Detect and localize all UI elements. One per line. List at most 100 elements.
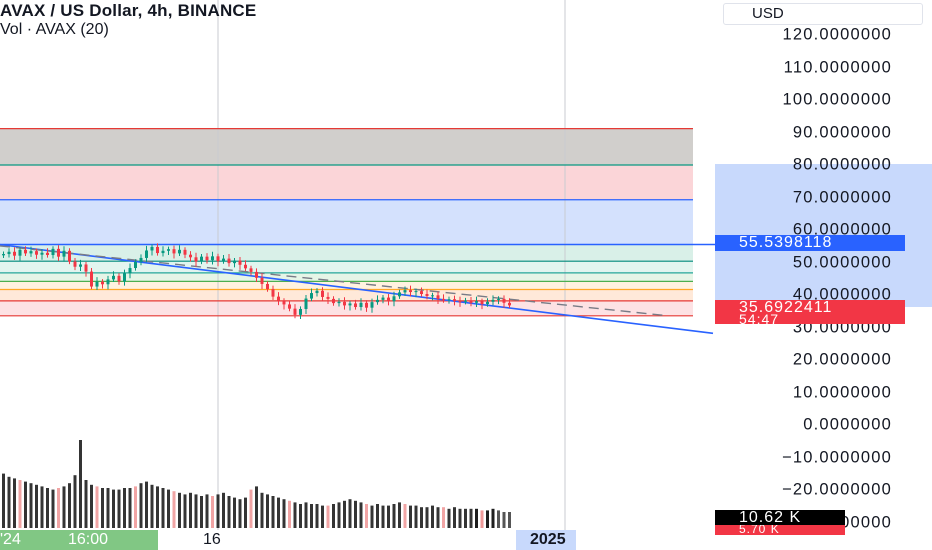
candle-body	[7, 251, 11, 255]
volume-bar	[293, 502, 297, 528]
current-price-value: 35.6922411	[739, 299, 833, 316]
price-scale[interactable]: 120.0000000 110.0000000 100.0000000 90.0000…	[715, 0, 932, 550]
volume-bar	[271, 496, 275, 528]
volume-bar	[442, 507, 445, 528]
candle-body	[249, 268, 253, 272]
zone-4	[0, 261, 693, 273]
volume-bar	[35, 484, 38, 528]
time-label-day: 16	[203, 531, 221, 548]
time-label-year: '24	[0, 531, 21, 548]
candle-body	[62, 250, 66, 257]
volume-value: 10.62 K	[739, 509, 802, 526]
volume-bar	[475, 508, 478, 528]
volume-bar	[73, 475, 77, 528]
volume-bar	[150, 484, 154, 528]
volume-bar	[277, 497, 280, 528]
candle-body	[392, 296, 396, 302]
candle-body	[35, 251, 38, 255]
volume-bar	[205, 494, 209, 528]
volume-bar	[480, 510, 484, 528]
volume-bar	[387, 505, 390, 528]
volume-bar	[200, 496, 203, 528]
line-price-value: 55.5398118	[739, 234, 833, 251]
volume-bar	[128, 488, 132, 528]
volume-bar	[255, 486, 258, 528]
volume-bar	[62, 486, 66, 528]
currency-selector[interactable]: USD	[723, 3, 923, 25]
volume-bar	[167, 489, 170, 528]
volume-indicator-label[interactable]: Vol · AVAX (20)	[0, 21, 109, 38]
candle-body	[112, 275, 115, 280]
volume-bar	[398, 502, 401, 528]
price-axis-label: 100.0000000	[782, 90, 892, 109]
volume-bar	[453, 507, 456, 528]
volume-bar	[46, 488, 49, 528]
volume-bar	[414, 505, 418, 528]
volume-bar	[343, 500, 346, 528]
candle-body	[299, 308, 302, 315]
volume-bar	[469, 508, 473, 528]
chart-area[interactable]	[0, 0, 715, 530]
volume-bar	[134, 486, 137, 528]
candle-body	[398, 292, 401, 297]
candle-body	[376, 299, 379, 303]
volume-bar	[24, 481, 27, 528]
candle-body	[194, 257, 198, 262]
symbol-title[interactable]: AVAX / US Dollar, 4h, BINANCE	[0, 1, 257, 20]
price-axis-label: 90.0000000	[792, 123, 892, 141]
volume-bar	[299, 504, 302, 528]
zone-0	[0, 128, 693, 165]
candle-body	[233, 260, 236, 264]
volume-bar	[238, 499, 242, 528]
price-axis-label: 80.0000000	[792, 155, 892, 174]
chart-legend: AVAX / US Dollar, 4h, BINANCE Vol · AVAX…	[0, 1, 256, 39]
price-axis-label: 40.0000000	[792, 285, 892, 304]
volume-bar	[123, 488, 126, 528]
time-label-hour: 16:00	[68, 531, 109, 548]
volume-bar	[161, 488, 165, 528]
candle-body	[354, 303, 357, 308]
candle-body	[266, 283, 269, 290]
candle-body	[189, 254, 192, 258]
candle-body	[172, 249, 176, 254]
price-axis-label: 60.0000000	[792, 220, 892, 239]
volume-bar	[332, 504, 335, 528]
trend-line	[0, 243, 714, 335]
price-axis-label: 110.0000000	[783, 58, 892, 76]
volume-bar	[183, 494, 187, 528]
candle-body	[420, 291, 423, 295]
volume-bar	[266, 494, 269, 528]
volume-bar	[40, 486, 44, 528]
zone-1	[0, 165, 693, 200]
candle-body	[469, 300, 473, 303]
volume-bar	[425, 507, 429, 528]
time-range-highlight: '24 16:00	[0, 530, 158, 550]
volume-bar	[233, 497, 236, 528]
candle-body	[491, 299, 495, 302]
price-chart[interactable]	[0, 0, 715, 530]
volume-bar	[436, 507, 440, 528]
candle-body	[458, 301, 462, 303]
volume-bar	[178, 492, 181, 528]
candle-body	[293, 308, 297, 315]
candle-body	[288, 304, 291, 309]
volume-bar	[95, 486, 99, 528]
candle-body	[343, 301, 346, 306]
candle-body	[271, 289, 275, 297]
zone-2	[0, 199, 693, 245]
candle-body	[447, 299, 451, 301]
candle-body	[18, 249, 22, 256]
volume-bar	[431, 505, 434, 528]
candle-body	[381, 297, 385, 300]
volume-bar	[189, 492, 192, 528]
candle-body	[156, 246, 159, 254]
volume-bar	[326, 505, 330, 528]
volume-bar	[139, 483, 143, 528]
volume-bar	[112, 489, 115, 528]
volume-value-tag-2: 5.70 K	[715, 525, 845, 535]
candle-body	[79, 264, 82, 267]
candle-body	[315, 290, 319, 294]
volume-bar	[337, 502, 341, 528]
volume-value-tag: 10.62 K	[715, 509, 845, 526]
volume-bar	[79, 440, 82, 528]
